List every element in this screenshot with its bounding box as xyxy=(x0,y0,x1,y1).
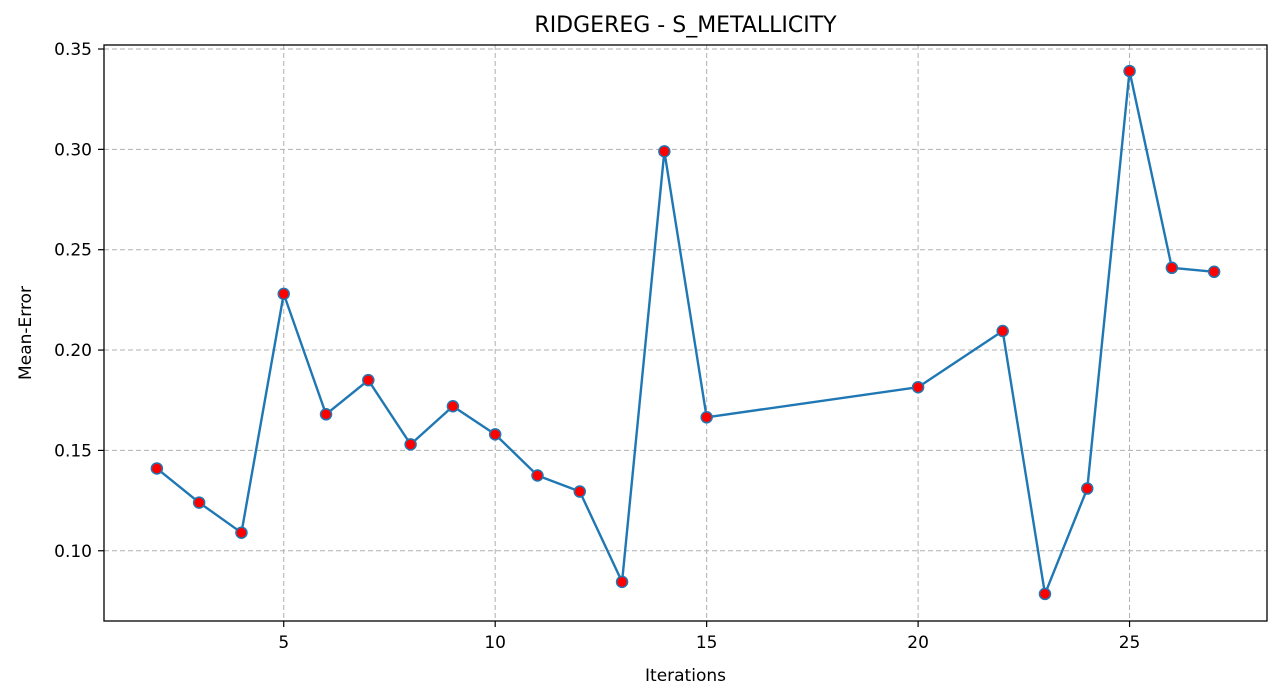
y-tick-label: 0.15 xyxy=(54,441,92,461)
ticks-layer: 5 10 15 20 25 0.10 0.15 0.20 0.25 0.30 0.35 xyxy=(54,40,1140,653)
data-point xyxy=(1165,261,1179,275)
data-point xyxy=(658,145,671,158)
data-point xyxy=(404,438,417,451)
y-tick-label: 0.10 xyxy=(54,542,92,562)
data-point xyxy=(1123,64,1136,78)
x-tick-label: 10 xyxy=(484,633,506,653)
data-point xyxy=(362,373,375,387)
data-point xyxy=(1207,265,1221,279)
x-tick-label: 20 xyxy=(907,633,929,653)
data-point xyxy=(700,411,713,424)
data-point xyxy=(911,380,925,394)
data-point xyxy=(615,575,629,589)
data-point xyxy=(192,496,206,509)
data-point xyxy=(573,485,587,498)
y-tick-label: 0.25 xyxy=(54,241,92,261)
series-layer xyxy=(150,64,1221,601)
y-axis-label: Mean-Error xyxy=(16,286,36,380)
x-axis-label: Iterations xyxy=(645,666,726,686)
data-point xyxy=(1081,482,1094,495)
y-tick-label: 0.30 xyxy=(54,140,92,160)
y-tick-label: 0.35 xyxy=(54,40,92,60)
x-tick-label: 25 xyxy=(1119,633,1141,653)
data-point xyxy=(150,462,164,475)
data-point xyxy=(446,400,460,413)
grid-layer xyxy=(104,45,1267,621)
data-point xyxy=(996,324,1009,338)
data-point xyxy=(319,408,333,421)
data-point xyxy=(235,526,248,539)
data-point xyxy=(1038,587,1052,601)
x-tick-label: 15 xyxy=(696,633,718,653)
data-point xyxy=(277,287,290,301)
data-point xyxy=(488,428,502,441)
plot-frame xyxy=(103,44,1268,622)
data-point xyxy=(531,469,544,482)
chart-title: RIDGEREG - S_METALLICITY xyxy=(534,13,837,38)
x-tick-label: 5 xyxy=(278,633,289,653)
y-tick-label: 0.20 xyxy=(54,341,92,361)
